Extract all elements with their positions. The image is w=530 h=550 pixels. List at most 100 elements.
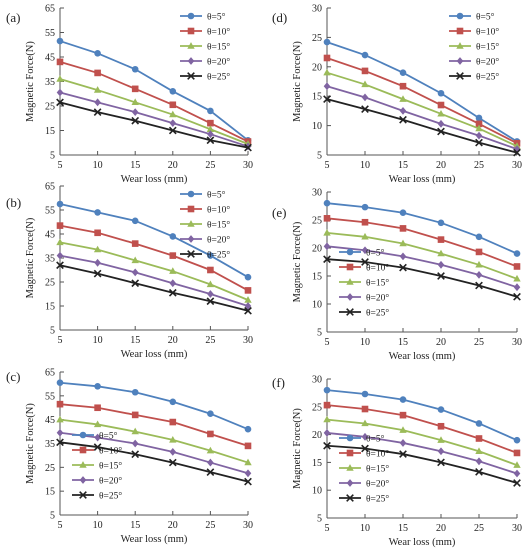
data-point — [244, 306, 252, 315]
data-point — [169, 447, 177, 456]
data-point — [513, 292, 521, 301]
y-tick-label: 5 — [317, 514, 322, 525]
legend-marker — [346, 494, 354, 502]
legend-marker — [79, 446, 87, 454]
series-line — [59, 403, 249, 447]
y-tick-label: 5 — [50, 151, 55, 162]
legend-item: θ=10° — [449, 27, 499, 38]
legend-item: θ=15° — [339, 464, 389, 475]
y-tick-label: 25 — [45, 463, 55, 474]
legend-item: θ=25° — [339, 494, 389, 505]
legend-item: θ=10° — [339, 449, 389, 460]
y-tick-label: 45 — [45, 53, 55, 64]
legend-item: θ=25° — [339, 308, 389, 319]
series-line — [326, 202, 518, 255]
y-axis-label: Magnetic Force(N) — [25, 217, 36, 298]
data-point — [399, 439, 407, 447]
y-tick-label: 5 — [50, 326, 55, 337]
x-axis-label: Wear loss (mm) — [389, 174, 456, 185]
legend: θ=5° θ=10° θ=15° θ=20° θ=25° — [339, 434, 389, 505]
y-axis-label: Magnetic Force(N) — [25, 403, 36, 484]
series-1 — [56, 200, 252, 281]
legend-label: θ=25° — [476, 72, 499, 83]
data-point — [437, 89, 445, 97]
legend-item: θ=15° — [180, 220, 230, 231]
legend-marker — [456, 42, 464, 49]
x-tick-label: 10 — [93, 335, 103, 346]
data-point — [399, 107, 407, 115]
series-1 — [56, 379, 252, 433]
y-tick-label: 10 — [312, 486, 322, 497]
data-point — [323, 401, 331, 409]
data-point — [131, 108, 139, 117]
legend-marker — [346, 293, 354, 301]
legend-label: θ=15° — [476, 42, 499, 53]
data-point — [169, 88, 177, 95]
series-line — [59, 264, 249, 312]
series-4 — [323, 82, 521, 154]
chart-panel-e: (e) 5 10 15 20 25 30 5 10 15 20 25 30 Wear loss (mm) M… — [272, 188, 522, 363]
data-point — [323, 255, 331, 264]
data-point — [169, 398, 177, 406]
y-tick-label: 5 — [317, 328, 322, 339]
series-line — [326, 71, 518, 147]
data-point — [437, 406, 445, 413]
x-tick-label: 20 — [436, 160, 446, 171]
data-point — [206, 125, 215, 132]
x-tick-label: 30 — [243, 160, 253, 171]
data-point — [399, 69, 407, 76]
data-point — [169, 252, 177, 259]
series-4 — [56, 251, 252, 310]
legend-marker — [346, 434, 354, 442]
legend-marker — [187, 57, 195, 65]
data-point — [323, 38, 331, 46]
series-line — [59, 441, 249, 483]
legend-label: θ=20° — [366, 293, 389, 304]
legend-marker — [187, 72, 195, 80]
data-point — [131, 279, 140, 288]
chart-panel-d: (d) 5 10 15 20 25 30 5 10 15 20 25 30 Wear loss (mm) M… — [272, 4, 522, 186]
x-axis-label: Wear loss (mm) — [121, 534, 188, 545]
data-point — [399, 426, 407, 433]
data-point — [206, 136, 215, 145]
series-4 — [56, 428, 252, 478]
data-point — [93, 269, 102, 278]
data-point — [475, 120, 483, 128]
data-point — [244, 477, 252, 486]
data-point — [361, 51, 369, 59]
x-tick-label: 15 — [130, 335, 140, 346]
data-point — [93, 86, 102, 93]
data-point — [56, 261, 64, 270]
data-point — [475, 248, 483, 256]
data-point — [323, 95, 331, 104]
x-tick-label: 5 — [325, 523, 330, 534]
legend-item: θ=5° — [180, 190, 226, 201]
legend-label: θ=10° — [99, 446, 122, 457]
series-line — [59, 78, 249, 145]
x-axis-label: Wear loss (mm) — [389, 537, 456, 548]
data-point — [513, 449, 521, 457]
data-point — [94, 258, 101, 267]
legend: θ=5° θ=10° θ=15° θ=20° θ=25° — [449, 12, 499, 83]
data-point — [399, 225, 407, 232]
data-point — [475, 457, 483, 466]
y-tick-label: 15 — [45, 487, 55, 498]
legend-label: θ=20° — [476, 57, 499, 68]
series-2 — [56, 400, 252, 450]
data-point — [399, 82, 407, 90]
data-point — [475, 435, 483, 442]
legend-marker — [187, 42, 195, 49]
legend-item: θ=10° — [180, 205, 230, 216]
x-tick-label: 30 — [512, 523, 522, 534]
x-tick-label: 10 — [360, 160, 370, 171]
data-point — [56, 438, 64, 447]
data-point — [513, 274, 521, 282]
legend-label: θ=10° — [207, 205, 230, 216]
series-5 — [56, 98, 252, 152]
x-axis-label: Wear loss (mm) — [121, 174, 188, 185]
x-tick-label: 15 — [398, 337, 408, 348]
data-point — [361, 246, 369, 255]
data-point — [244, 442, 252, 450]
series-line — [326, 41, 518, 143]
